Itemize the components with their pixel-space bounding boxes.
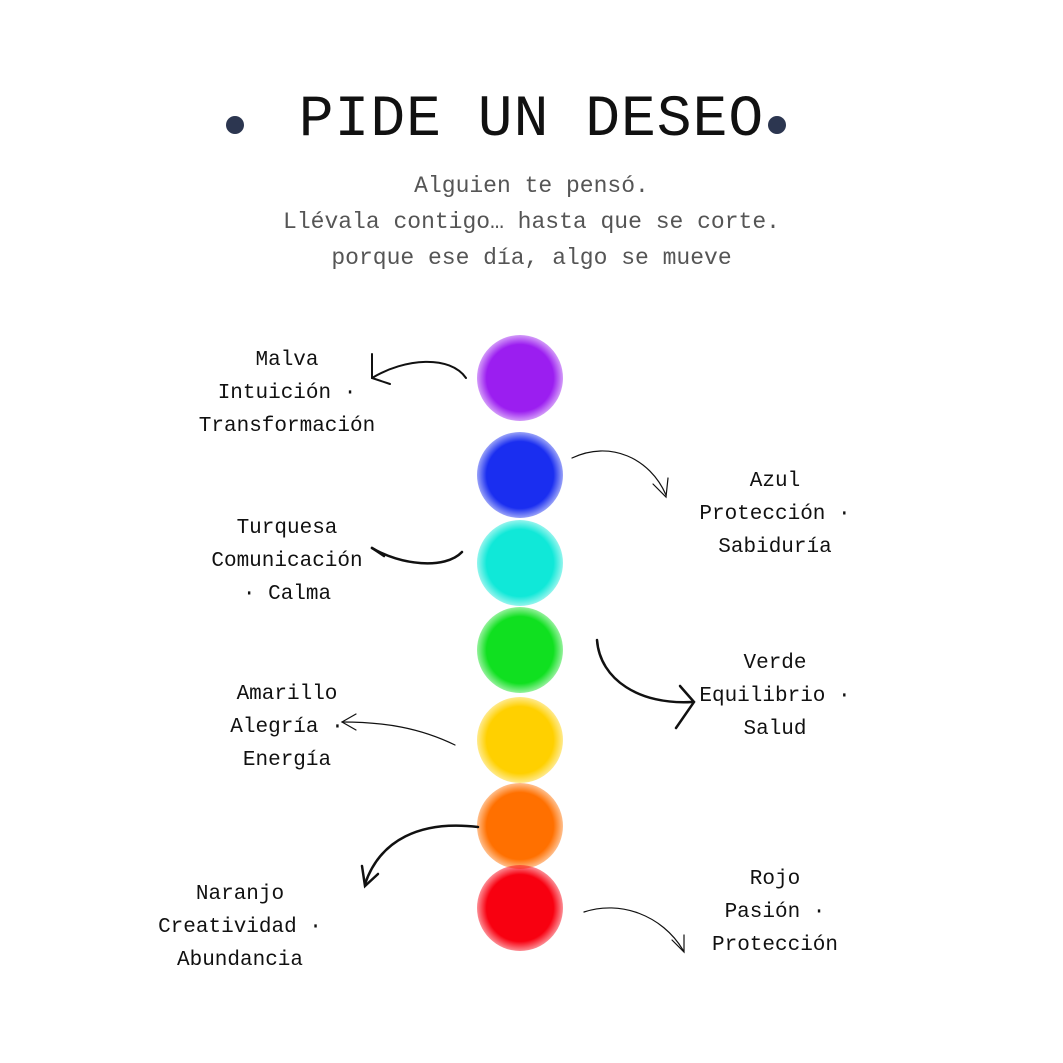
label-line: Pasión · xyxy=(724,901,826,924)
subtitle-line: Alguien te pensó. xyxy=(414,173,649,199)
label-line: Malva xyxy=(255,349,319,372)
arrow-malva xyxy=(371,353,467,385)
bead-amarillo xyxy=(477,697,563,783)
page-title: PIDE UN DESEO xyxy=(298,88,765,153)
label-line: Abundancia xyxy=(176,949,304,972)
label-malva: Malva Intuición · Transformación xyxy=(157,344,417,443)
arrow-verde xyxy=(595,638,696,730)
label-line: Transformación xyxy=(198,415,376,438)
bead-turquesa xyxy=(477,520,563,606)
label-line: Protección · xyxy=(699,503,851,526)
label-line: Salud xyxy=(743,718,807,741)
label-line: Protección xyxy=(711,934,839,957)
subtitle-line: Llévala contigo… hasta que se corte. xyxy=(283,209,780,235)
label-naranjo: Naranjo Creatividad · Abundancia xyxy=(110,878,370,977)
bullet-dot-right xyxy=(768,116,786,134)
label-verde: Verde Equilibrio · Salud xyxy=(645,647,905,746)
label-line: Creatividad · xyxy=(158,916,322,939)
label-amarillo: Amarillo Alegría · Energía xyxy=(157,678,417,777)
label-line: Rojo xyxy=(749,868,801,891)
label-azul: Azul Protección · Sabiduría xyxy=(645,465,905,564)
label-line: Naranjo xyxy=(195,883,285,906)
label-line: Sabiduría xyxy=(718,536,832,559)
arrow-amarillo xyxy=(340,713,456,746)
bullet-dot-left xyxy=(226,116,244,134)
label-line: Equilibrio · xyxy=(699,685,851,708)
label-line: Azul xyxy=(749,470,801,493)
bead-naranjo xyxy=(477,783,563,869)
label-line: Energía xyxy=(242,749,332,772)
bead-rojo xyxy=(477,865,563,951)
label-line: Alegría · xyxy=(230,716,344,739)
arrow-rojo xyxy=(583,907,685,954)
label-line: Comunicación xyxy=(211,550,363,573)
arrow-turquesa xyxy=(370,546,464,565)
arrow-azul xyxy=(571,450,669,499)
bead-verde xyxy=(477,607,563,693)
label-line: Amarillo xyxy=(236,683,338,706)
label-rojo: Rojo Pasión · Protección xyxy=(645,863,905,962)
label-line: · Calma xyxy=(242,583,332,606)
arrow-naranjo xyxy=(360,824,480,889)
bead-malva xyxy=(477,335,563,421)
label-line: Verde xyxy=(743,652,807,675)
bead-azul xyxy=(477,432,563,518)
label-turquesa: Turquesa Comunicación · Calma xyxy=(157,512,417,611)
label-line: Turquesa xyxy=(236,517,338,540)
subtitle-line: porque ese día, algo se mueve xyxy=(331,245,732,271)
label-line: Intuición · xyxy=(217,382,357,405)
